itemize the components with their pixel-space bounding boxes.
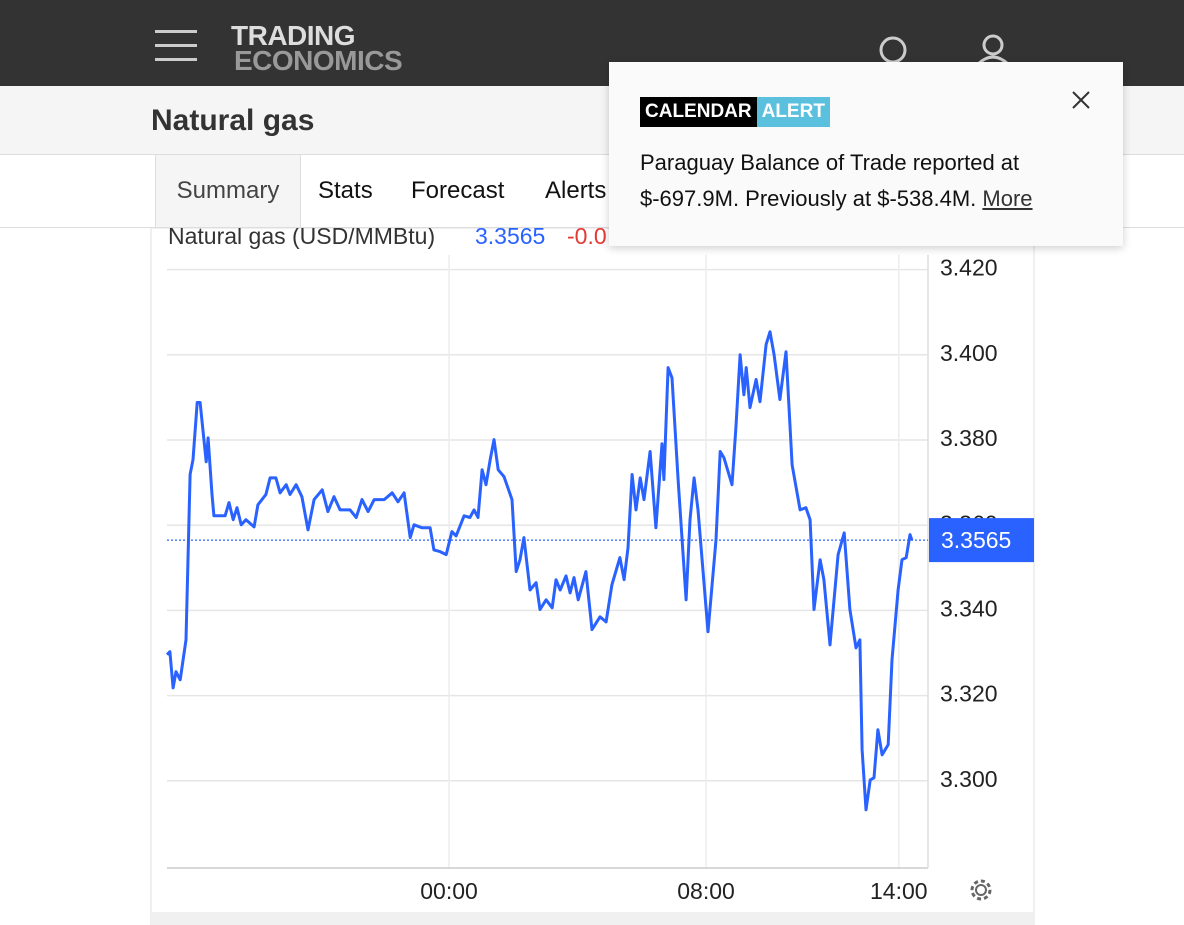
alert-link[interactable]: More — [982, 186, 1033, 211]
x-tick-label: 00:00 — [420, 878, 478, 904]
tab[interactable]: Alerts — [545, 177, 607, 204]
y-tick-label: 3.420 — [940, 255, 998, 281]
y-tick-label: 3.320 — [940, 681, 998, 707]
tab[interactable]: Stats — [318, 177, 373, 204]
alert-popup: CALENDAR ALERT Paraguay Balance of Trade … — [609, 62, 1123, 246]
close-icon[interactable] — [1071, 90, 1091, 110]
alert-message: Paraguay Balance of Trade reported at $-… — [640, 150, 1020, 211]
price-tag-label: 3.3565 — [941, 527, 1011, 553]
search-icon[interactable] — [879, 36, 907, 64]
chart-footer — [151, 912, 1034, 925]
y-tick-label: 3.380 — [940, 425, 998, 451]
price-tag — [929, 518, 1034, 563]
badge-calendar: CALENDAR — [640, 97, 757, 127]
settings-icon[interactable] — [970, 879, 992, 901]
user-icon[interactable] — [982, 34, 1004, 56]
x-tick-label: 08:00 — [677, 878, 735, 904]
price-line — [165, 330, 914, 812]
menu-icon[interactable] — [150, 25, 200, 65]
y-tick-label: 3.340 — [940, 595, 998, 621]
tab[interactable]: Summary — [155, 155, 301, 227]
logo-top[interactable]: TRADING — [231, 20, 356, 51]
y-tick-label: 3.300 — [940, 766, 998, 792]
page-title: Natural gas — [151, 104, 315, 137]
y-tick-label: 3.400 — [940, 340, 998, 366]
tab[interactable]: Forecast — [411, 177, 505, 204]
logo-bottom[interactable]: ECONOMICS — [234, 45, 403, 76]
alert-text: Paraguay Balance of Trade reported at $-… — [640, 145, 1090, 217]
badge-alert: ALERT — [756, 97, 830, 127]
alert-badge: CALENDAR ALERT — [640, 97, 830, 127]
chart-card — [150, 227, 1035, 925]
plot: 3.3003.3203.3403.3603.3803.4003.42000:00… — [165, 255, 1034, 904]
x-tick-label: 14:00 — [870, 878, 928, 904]
